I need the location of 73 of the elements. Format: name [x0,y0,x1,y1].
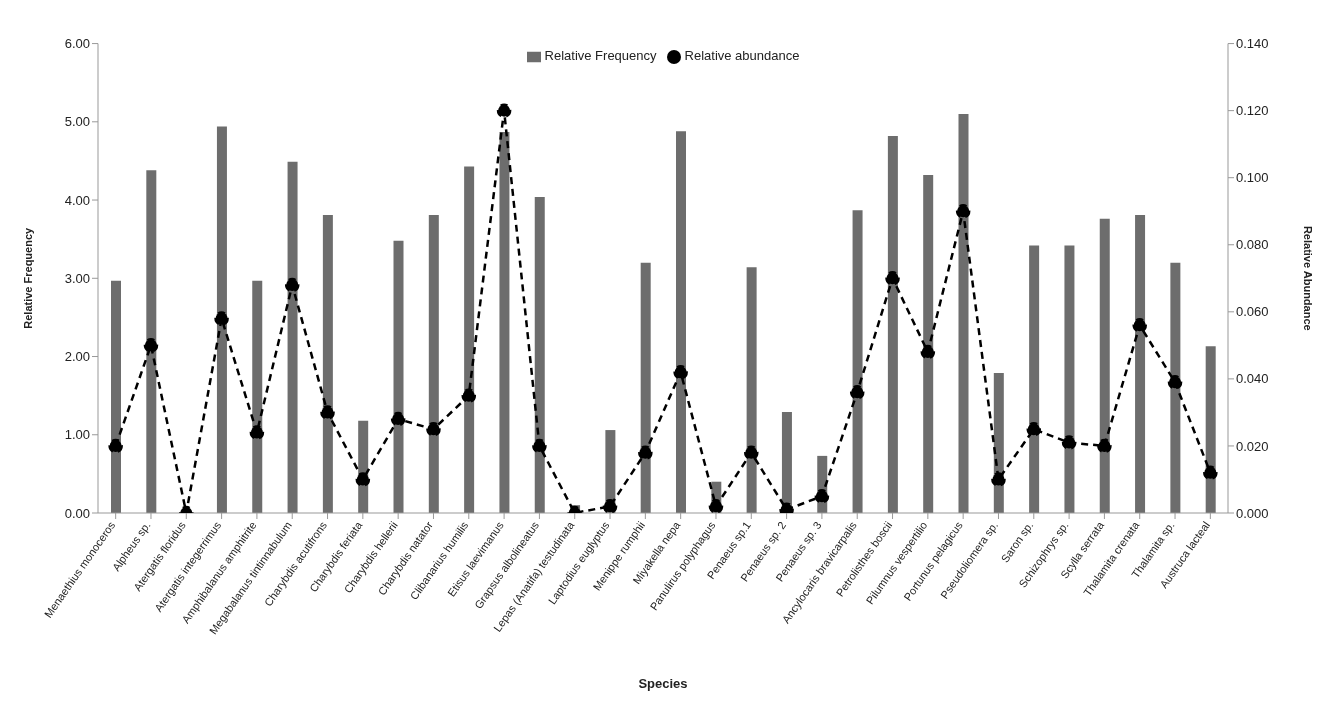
y-tick-label: 2.00 [64,349,90,365]
point [1026,421,1042,437]
bar [146,170,157,513]
bar [464,166,475,513]
bar [1205,346,1216,513]
bar [1064,245,1075,513]
point [249,425,265,440]
bar [640,262,651,513]
bar [287,161,298,513]
y-tick-label: 6.00 [64,36,90,52]
x-axis-title: Species [638,676,688,691]
bar [216,126,227,513]
y-axis-title: Relative Frequency [21,226,34,329]
point [602,499,618,513]
y2-tick-label: 0.100 [1236,170,1269,186]
point [496,103,512,118]
bar [428,214,439,513]
point [885,271,900,286]
point [108,438,123,454]
point [461,388,477,403]
bar [499,131,510,513]
y2-tick-label: 0.060 [1236,304,1269,320]
y2-tick-label: 0.000 [1236,505,1269,521]
y2-tick-label: 0.020 [1236,438,1269,454]
bar [393,240,404,513]
point [638,445,653,460]
point [814,488,830,504]
bar [322,214,333,513]
point [673,364,688,380]
point [1097,438,1112,454]
y-tick-label: 4.00 [64,192,90,208]
y2-axis-title: Relative Abundance [1302,225,1315,331]
bar [1170,262,1181,513]
bar [111,280,121,513]
point [1203,465,1218,481]
point [849,385,865,400]
point [426,421,441,437]
bar [1029,245,1040,513]
point [355,472,371,487]
y2-tick-label: 0.140 [1236,36,1269,52]
point [1061,435,1077,450]
point [320,405,335,420]
y-tick-label: 1.00 [64,427,90,443]
y2-tick-label: 0.080 [1236,237,1269,253]
y-tick-label: 3.00 [64,270,90,286]
bar [676,131,686,513]
point [532,438,547,454]
legend-label: Relative Frequency [544,48,657,63]
point [390,411,406,427]
bar [746,267,757,513]
point [214,311,229,326]
bar [1099,218,1110,513]
bar [887,135,898,513]
y-tick-label: 5.00 [64,114,90,130]
point [955,203,971,219]
y2-tick-label: 0.040 [1236,371,1269,387]
y-tick-label: 0.00 [64,505,90,521]
bar [1135,214,1146,513]
legend-label: Relative abundance [684,48,800,63]
bar [534,196,545,513]
point [920,344,936,360]
point [708,499,724,513]
bar [958,113,969,513]
bar [923,175,934,513]
point [284,277,300,293]
point [744,445,759,460]
bar [852,210,863,513]
bar [252,280,263,513]
y2-tick-label: 0.120 [1236,103,1269,119]
point [143,338,159,353]
point [1132,317,1147,333]
point [1167,374,1183,390]
point [991,472,1006,487]
